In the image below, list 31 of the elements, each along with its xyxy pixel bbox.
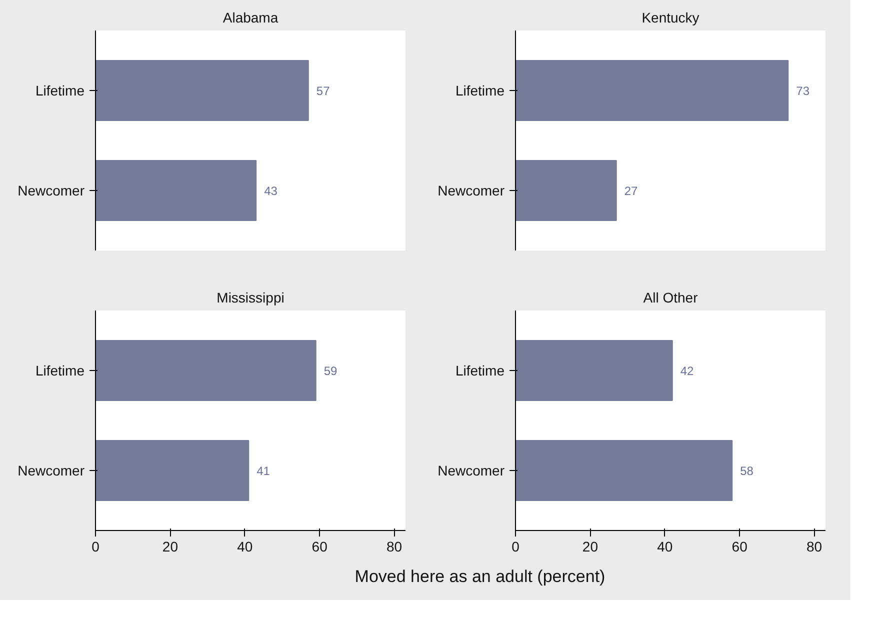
x-tick-label: 80: [806, 538, 822, 554]
chart-title: Alabama: [222, 10, 278, 26]
data-label: 73: [796, 84, 810, 98]
x-tick-label: 40: [657, 538, 673, 554]
x-tick-label: 20: [162, 538, 178, 554]
x-tick-label: 0: [92, 538, 100, 554]
y-tick-label: Lifetime: [35, 82, 85, 98]
x-tick-label: 0: [512, 538, 520, 554]
x-tick-label: 80: [386, 538, 402, 554]
x-tick-label: 40: [237, 538, 253, 554]
x-tick-label: 60: [732, 538, 748, 554]
y-tick-label: Newcomer: [18, 462, 85, 478]
data-label: 27: [624, 184, 638, 198]
y-tick-label: Lifetime: [35, 362, 85, 378]
chart-title: Kentucky: [642, 10, 700, 26]
y-tick-label: Newcomer: [438, 462, 505, 478]
data-label: 42: [680, 364, 694, 378]
y-tick-label: Lifetime: [455, 82, 505, 98]
data-label: 43: [264, 184, 278, 198]
data-label: 58: [740, 464, 754, 478]
x-axis-title: Moved here as an adult (percent): [354, 566, 606, 588]
y-tick-label: Newcomer: [438, 182, 505, 198]
data-label: 59: [324, 364, 338, 378]
data-label: 57: [316, 84, 330, 98]
chart-title: Mississippi: [216, 290, 284, 306]
x-tick-label: 60: [312, 538, 328, 554]
data-label: 41: [256, 464, 270, 478]
x-tick-label: 20: [582, 538, 598, 554]
chart-title: All Other: [643, 290, 698, 306]
y-tick-label: Newcomer: [18, 182, 85, 198]
y-tick-label: Lifetime: [455, 362, 505, 378]
